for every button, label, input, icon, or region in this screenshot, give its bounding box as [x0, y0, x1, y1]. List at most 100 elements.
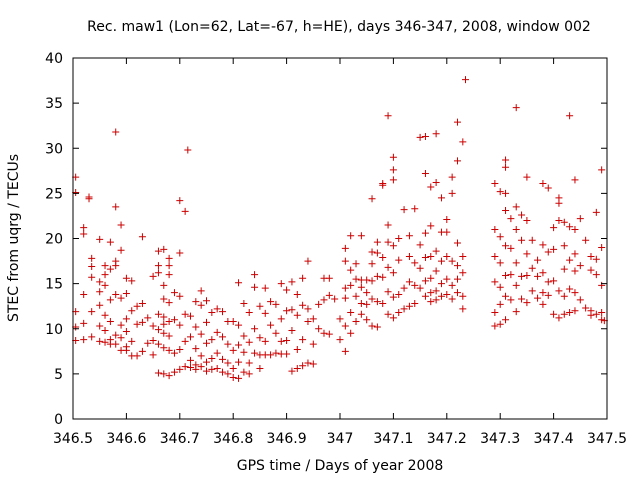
data-point — [240, 299, 248, 307]
data-point — [539, 241, 547, 249]
data-point — [293, 364, 301, 372]
data-point — [341, 294, 349, 302]
data-point — [122, 327, 130, 335]
data-point — [283, 286, 291, 294]
data-point — [186, 312, 194, 320]
y-tick-label: 5 — [54, 367, 63, 383]
data-point — [496, 320, 504, 328]
data-point — [571, 225, 579, 233]
data-point — [357, 283, 365, 291]
data-point — [176, 249, 184, 257]
data-point — [507, 244, 515, 252]
data-point — [176, 292, 184, 300]
data-point — [256, 364, 264, 372]
data-point — [203, 367, 210, 375]
data-point — [235, 374, 243, 382]
data-point — [165, 271, 173, 279]
data-point — [416, 264, 424, 272]
data-point — [518, 236, 526, 244]
data-point — [560, 265, 568, 273]
data-points — [72, 76, 608, 382]
data-point — [283, 307, 291, 315]
data-point — [160, 329, 168, 337]
data-point — [170, 349, 178, 357]
data-point — [208, 355, 216, 363]
data-point — [101, 327, 109, 335]
data-point — [80, 319, 88, 327]
data-point — [437, 194, 445, 202]
data-point — [213, 364, 221, 372]
data-point — [170, 368, 178, 376]
data-point — [106, 318, 114, 326]
data-point — [341, 244, 349, 252]
data-point — [443, 290, 451, 298]
data-point — [566, 112, 574, 120]
data-point — [336, 315, 344, 323]
data-point — [203, 318, 210, 326]
data-point — [112, 290, 120, 298]
data-point — [229, 318, 237, 326]
data-point — [560, 310, 568, 318]
data-point — [165, 318, 173, 326]
data-point — [432, 130, 440, 138]
data-point — [443, 228, 451, 236]
data-point — [80, 224, 88, 232]
data-point — [448, 257, 456, 265]
data-point — [122, 290, 130, 298]
data-point — [550, 310, 558, 318]
data-point — [459, 292, 467, 300]
data-point — [443, 275, 451, 283]
data-point — [582, 304, 590, 312]
data-point — [283, 336, 291, 344]
data-point — [496, 300, 504, 308]
data-point — [165, 262, 173, 270]
data-point — [368, 195, 376, 203]
data-point — [427, 222, 435, 230]
data-point — [219, 368, 227, 376]
data-point — [149, 322, 157, 330]
data-point — [251, 349, 259, 357]
data-point — [507, 296, 515, 304]
data-point — [432, 247, 440, 255]
data-point — [144, 339, 152, 347]
data-point — [299, 301, 307, 309]
data-point — [368, 277, 376, 285]
data-point — [341, 322, 349, 330]
data-point — [235, 358, 243, 366]
data-point — [443, 253, 451, 261]
data-point — [357, 299, 365, 307]
data-point — [427, 289, 435, 297]
data-point — [186, 364, 194, 372]
data-point — [523, 173, 531, 181]
data-point — [421, 277, 429, 285]
data-point — [368, 248, 376, 256]
data-point — [411, 299, 419, 307]
data-point — [88, 333, 96, 341]
data-point — [251, 271, 259, 279]
data-point — [539, 269, 547, 277]
data-point — [448, 281, 456, 289]
data-point — [186, 356, 194, 364]
data-point — [293, 290, 301, 298]
data-point — [138, 299, 146, 307]
data-point — [496, 233, 504, 241]
data-point — [197, 352, 205, 360]
data-point — [293, 311, 301, 319]
data-point — [219, 355, 227, 363]
data-point — [229, 346, 237, 354]
data-point — [133, 320, 141, 328]
data-point — [437, 280, 445, 288]
data-point — [170, 289, 178, 297]
data-point — [154, 310, 162, 318]
data-point — [341, 284, 349, 292]
data-point — [88, 262, 96, 270]
data-point — [251, 283, 259, 291]
data-point — [528, 264, 536, 272]
data-point — [448, 189, 456, 197]
data-point — [245, 338, 253, 346]
data-point — [592, 255, 600, 263]
x-axis-label: GPS time / Days of year 2008 — [237, 458, 444, 474]
data-point — [523, 250, 531, 258]
data-point — [512, 259, 520, 267]
data-point — [389, 166, 397, 174]
